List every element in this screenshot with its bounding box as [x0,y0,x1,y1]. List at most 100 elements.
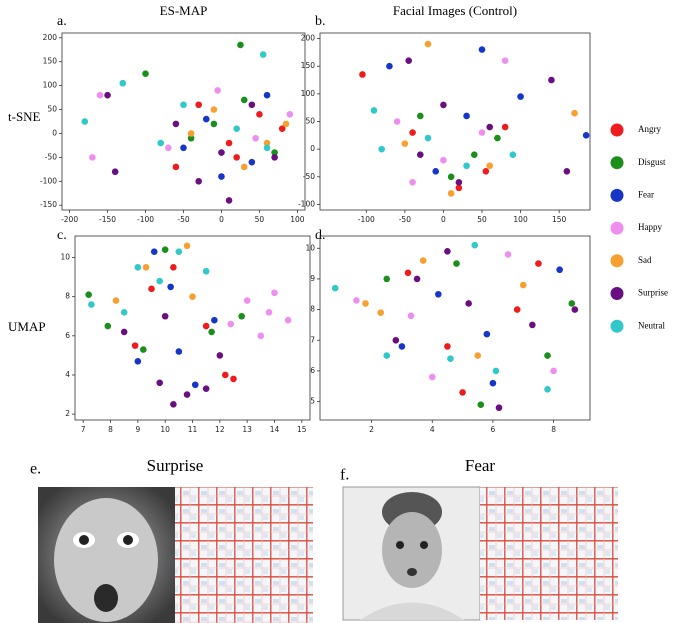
x-tick-label: 10 [160,425,170,434]
y-tick-label: 0 [52,128,57,137]
panel-title: Facial Images (Control) [393,3,517,18]
point [550,367,557,375]
point [544,386,551,393]
point [89,154,96,161]
point [393,118,401,125]
point [416,112,424,120]
point [331,284,339,292]
point [187,134,195,142]
point [486,162,494,170]
point [535,260,542,267]
point [112,297,120,304]
plot-frame [319,32,591,211]
point [353,297,360,304]
point [225,139,233,147]
point [529,321,536,329]
point [96,91,104,99]
point [183,391,191,398]
panel-label: b. [315,14,326,29]
point [119,79,127,87]
point [401,140,409,147]
point [233,154,240,161]
point [447,355,454,362]
point [424,134,432,142]
point [248,158,256,166]
x-tick-label: -200 [61,215,78,224]
point [474,352,482,359]
point [131,342,139,349]
y-tick-label: 4 [65,370,70,379]
point [210,120,218,128]
y-tick-label: 10 [305,243,315,252]
point [225,197,233,204]
y-tick-label: -100 [298,199,315,208]
x-tick-label: 15 [297,425,307,434]
point [383,275,391,283]
y-tick-label: -150 [40,200,57,209]
point [284,316,292,324]
x-tick-label: 9 [135,425,140,434]
point [409,179,416,186]
point [263,144,271,152]
point [494,134,501,142]
point [134,264,142,271]
point [240,163,248,171]
legend-marker [610,287,624,300]
x-tick-label: 7 [81,425,86,434]
panel-label: a. [57,14,67,29]
point [463,162,470,170]
point [362,300,369,307]
point [407,312,415,320]
point [478,46,486,53]
x-tick-label: -150 [99,215,116,224]
point [513,306,521,313]
point [172,163,180,171]
point [582,132,590,139]
panel-label: c. [57,228,67,243]
point [238,312,245,320]
panel-label: e. [30,461,41,478]
point [142,264,150,271]
point [556,266,563,274]
point [501,123,509,131]
point [170,401,177,408]
point [435,290,442,298]
point [377,309,384,316]
point [170,264,177,271]
heatmap [175,487,313,623]
point [486,123,494,131]
point [150,248,158,255]
point [202,385,210,392]
point [140,346,147,353]
y-tick-label: -100 [40,176,57,185]
legend-marker [610,319,624,333]
point [195,177,202,185]
point [172,120,180,128]
point [544,352,551,359]
point [492,367,500,375]
point [167,283,174,291]
y-tick-label: 9 [310,274,315,283]
plot-frame [319,235,591,421]
x-tick-label: 14 [270,425,280,434]
point [571,109,578,117]
panel-title: Fear [465,456,496,475]
x-tick-label: 13 [242,425,252,434]
point [440,156,447,164]
x-tick-label: -100 [137,215,154,224]
point [440,101,447,109]
point [104,322,112,330]
x-tick-label: 50 [255,215,265,224]
x-tick-label: 100 [290,215,305,224]
y-tick-label: 5 [310,397,315,406]
point [489,379,497,387]
point [416,151,424,158]
point [156,379,164,387]
y-tick-label: 100 [43,81,58,90]
point [432,167,440,175]
point [444,248,451,255]
legend-label: Happy [638,222,662,232]
x-tick-label: 0 [219,215,224,224]
point [263,139,271,147]
